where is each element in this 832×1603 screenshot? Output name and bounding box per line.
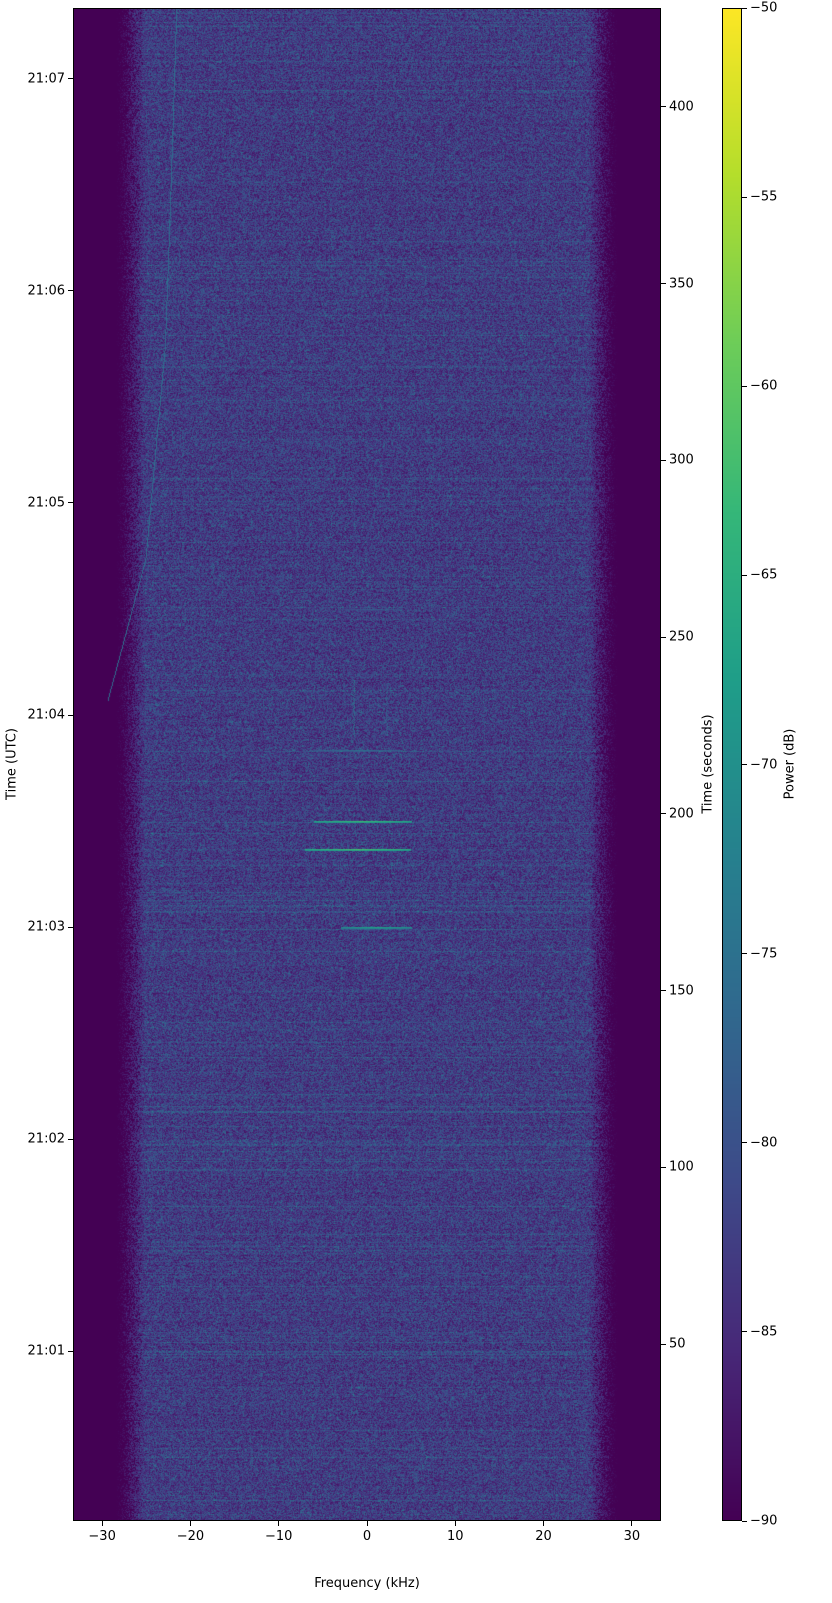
left-y-axis-label: Time (UTC)	[4, 728, 20, 800]
left-y-tick-mark	[68, 1350, 73, 1352]
left-y-tick-mark	[68, 926, 73, 928]
x-tick-mark	[543, 1521, 545, 1526]
left-y-tick-label: 21:01	[27, 1343, 65, 1359]
right-y-tick-mark	[661, 1166, 666, 1168]
colorbar	[722, 8, 742, 1521]
x-tick-mark	[631, 1521, 633, 1526]
x-tick-label: 10	[447, 1529, 464, 1544]
x-tick-label: 20	[535, 1529, 552, 1544]
colorbar-tick-mark	[742, 764, 747, 765]
right-y-tick-mark	[661, 813, 666, 815]
left-y-tick-label: 21:02	[27, 1131, 65, 1147]
left-y-tick-label: 21:06	[27, 283, 65, 299]
right-y-tick-mark	[661, 106, 666, 108]
colorbar-tick-label: −55	[750, 189, 778, 205]
right-y-tick-mark	[661, 1343, 666, 1345]
colorbar-tick-label: −75	[750, 946, 778, 962]
colorbar-tick-mark	[742, 1520, 747, 1522]
left-y-tick-label: 21:04	[27, 707, 65, 723]
colorbar-tick-mark	[742, 574, 747, 576]
colorbar-tick-mark	[742, 953, 747, 955]
x-tick-mark	[101, 1521, 103, 1526]
colorbar-tick-label: −65	[750, 567, 778, 583]
right-y-tick-mark	[661, 459, 666, 461]
colorbar-tick-mark	[742, 1142, 747, 1144]
right-y-tick-label: 150	[669, 983, 694, 999]
right-y-tick-mark	[661, 990, 666, 992]
left-y-tick-label: 21:07	[27, 71, 65, 87]
right-y-tick-label: 100	[669, 1159, 694, 1175]
right-y-tick-label: 50	[669, 1336, 686, 1352]
right-y-tick-label: 350	[669, 276, 694, 292]
colorbar-tick-mark	[742, 7, 747, 9]
x-tick-label: 30	[623, 1529, 641, 1544]
colorbar-tick-mark	[742, 385, 747, 387]
x-tick-label: −20	[176, 1529, 205, 1544]
x-axis-label: Frequency (kHz)	[314, 1576, 420, 1591]
right-y-tick-label: 200	[669, 806, 694, 822]
spectrogram-heatmap	[73, 8, 661, 1521]
right-y-tick-mark	[661, 283, 666, 285]
x-tick-mark	[454, 1521, 456, 1526]
colorbar-tick-label: −70	[750, 757, 778, 772]
colorbar-frame	[722, 8, 742, 1521]
left-y-tick-mark	[68, 1138, 73, 1140]
x-tick-label: −30	[88, 1529, 116, 1544]
colorbar-tick-label: −50	[750, 0, 778, 16]
colorbar-label: Power (dB)	[782, 728, 798, 800]
right-y-tick-label: 250	[669, 629, 694, 645]
right-y-tick-label: 400	[669, 99, 694, 115]
x-tick-mark	[366, 1521, 368, 1526]
left-y-tick-label: 21:05	[27, 495, 65, 511]
right-y-tick-mark	[661, 636, 666, 638]
colorbar-tick-mark	[742, 196, 747, 198]
left-y-tick-label: 21:03	[27, 919, 65, 935]
x-tick-label: 0	[362, 1529, 372, 1544]
colorbar-tick-label: −60	[750, 378, 778, 394]
left-y-tick-mark	[68, 290, 73, 292]
right-y-axis-label: Time (seconds)	[700, 714, 716, 814]
left-y-tick-mark	[68, 502, 73, 504]
left-y-tick-mark	[68, 78, 73, 80]
x-tick-mark	[189, 1521, 191, 1526]
colorbar-tick-label: −90	[750, 1513, 778, 1529]
colorbar-tick-label: −85	[750, 1324, 778, 1340]
x-tick-mark	[278, 1521, 280, 1526]
right-y-tick-label: 300	[669, 452, 694, 468]
x-tick-label: −10	[264, 1529, 293, 1544]
colorbar-tick-label: −80	[750, 1135, 778, 1151]
left-y-tick-mark	[68, 714, 73, 716]
colorbar-tick-mark	[742, 1331, 747, 1333]
